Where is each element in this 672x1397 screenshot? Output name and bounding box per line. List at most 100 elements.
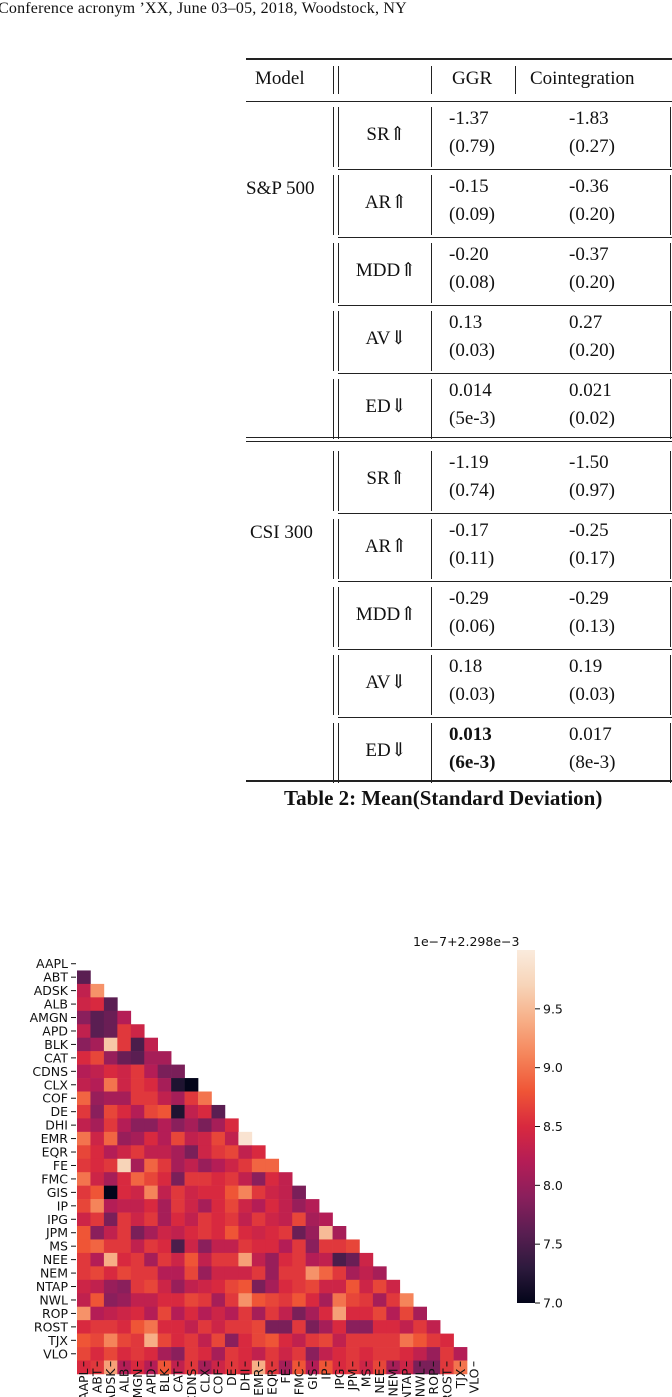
heatmap-cell (130, 1252, 145, 1267)
heatmap-cell (144, 1279, 158, 1294)
heatmap-ylabel: AMGN (30, 1010, 68, 1025)
heatmap-cell (90, 1333, 105, 1348)
heatmap-cell (77, 1199, 91, 1213)
heatmap-cell (224, 1252, 239, 1267)
heatmap-cell (332, 1333, 347, 1348)
heatmap-cell (90, 1360, 105, 1375)
heatmap-cell (184, 1131, 199, 1146)
heatmap-cell (144, 1158, 158, 1173)
row-sep (431, 175, 432, 235)
heatmap-cell (453, 1347, 468, 1361)
heatmap-cell (211, 1158, 226, 1173)
heatmap-cell (251, 1320, 266, 1334)
heatmap-cell (90, 1104, 105, 1119)
heatmap-cell (117, 1199, 132, 1213)
heatmap-cell (90, 1279, 105, 1294)
heatmap-cell (359, 1252, 374, 1267)
ggr-std: (0.79) (449, 136, 495, 157)
heatmap-cell (171, 1078, 185, 1092)
heatmap-cell (90, 997, 105, 1012)
heatmap-cell (184, 1239, 199, 1254)
heatmap-cell (265, 1172, 280, 1186)
heatmap-cell (171, 1226, 185, 1240)
metric-label: SR⇑ (366, 124, 406, 145)
correlation-heatmap: AAPL ABT ADSK ALB AMGN APD BLK CAT CDNS CLX COF DE D… (0, 920, 672, 1397)
heatmap-cell (144, 1306, 158, 1321)
heatmap-cell (372, 1293, 387, 1307)
heatmap-cell (144, 1185, 158, 1200)
heatmap-cell (238, 1347, 253, 1361)
heatmap-cell (198, 1158, 212, 1173)
row-sep (338, 175, 339, 235)
heatmap-cell (103, 1306, 118, 1321)
heatmap-cell (90, 983, 105, 998)
heatmap-cell (292, 1226, 306, 1240)
heatmap-cell (224, 1360, 239, 1375)
heatmap-cell (319, 1347, 333, 1361)
heatmap-cell (90, 1172, 105, 1186)
heatmap-cell (130, 1226, 145, 1240)
heatmap-cell (77, 1360, 91, 1375)
heatmap-cell (238, 1239, 253, 1254)
heatmap-cell (251, 1199, 266, 1213)
row-sep (333, 379, 334, 439)
heatmap-cell (198, 1333, 212, 1348)
heatmap-cell (184, 1091, 199, 1106)
heatmap-ylabel: MS (49, 1239, 68, 1254)
heatmap-cell (77, 997, 91, 1012)
heatmap-cell (117, 1158, 132, 1173)
heatmap-ylabel: FE (53, 1158, 68, 1173)
heatmap-cell (77, 1078, 91, 1092)
heatmap-cell (90, 1185, 105, 1200)
row-sep (333, 243, 334, 303)
heatmap-xlabel: COF (211, 1369, 226, 1395)
heatmap-cell (171, 1185, 185, 1200)
heatmap-ylabel: FMC (41, 1171, 68, 1186)
heatmap-xlabel: DE (224, 1368, 239, 1386)
ggr-mean: 0.13 (449, 312, 483, 333)
heatmap-cell (292, 1266, 306, 1281)
heatmap-cell (157, 1266, 172, 1281)
heatmap-cell (292, 1239, 306, 1254)
heatmap-cell (251, 1293, 266, 1307)
heatmap-cell (399, 1320, 414, 1334)
heatmap-cell (211, 1306, 226, 1321)
heatmap-cell (144, 1347, 158, 1361)
heatmap-cell (413, 1333, 427, 1348)
ggr-mean: -0.29 (449, 588, 489, 609)
heatmap-cell (238, 1199, 253, 1213)
heatmap-ylabel: NWL (39, 1292, 68, 1307)
heatmap-cell (130, 1293, 145, 1307)
heatmap-cell (171, 1293, 185, 1307)
heatmap-ylabel: GIS (47, 1185, 68, 1200)
heatmap-cell (198, 1199, 212, 1213)
heatmap-cell (211, 1118, 226, 1133)
heatmap-cell (426, 1360, 441, 1375)
group-separator (246, 437, 672, 438)
heatmap-cell (251, 1266, 266, 1281)
heatmap-cell (413, 1320, 427, 1334)
row-sep (333, 451, 334, 511)
ggr-std: (0.09) (449, 204, 495, 225)
heatmap-cell (144, 1104, 158, 1119)
heatmap-cell (251, 1145, 266, 1160)
coint-mean: -0.37 (569, 244, 609, 265)
heatmap-cell (359, 1279, 374, 1294)
heatmap-cell (77, 1252, 91, 1267)
row-sep (338, 587, 339, 647)
heatmap-xlabel: MS (359, 1368, 374, 1387)
heatmap-cell (103, 1158, 118, 1173)
heatmap-ylabel: EMR (41, 1131, 69, 1146)
heatmap-xlabel: NWL (412, 1368, 427, 1397)
heatmap-cell (386, 1347, 401, 1361)
ggr-std: (0.06) (449, 616, 495, 637)
heatmap-cell (372, 1266, 387, 1281)
ggr-std: (0.11) (449, 548, 495, 569)
heatmap-cell (77, 1131, 91, 1146)
heatmap-cell (346, 1333, 360, 1348)
heatmap-cell (117, 1320, 132, 1334)
heatmap-ylabel: DHI (45, 1118, 68, 1133)
heatmap-cell (90, 1091, 105, 1106)
ggr-std: (0.03) (449, 340, 495, 361)
heatmap-xlabel: GIS (305, 1368, 320, 1389)
